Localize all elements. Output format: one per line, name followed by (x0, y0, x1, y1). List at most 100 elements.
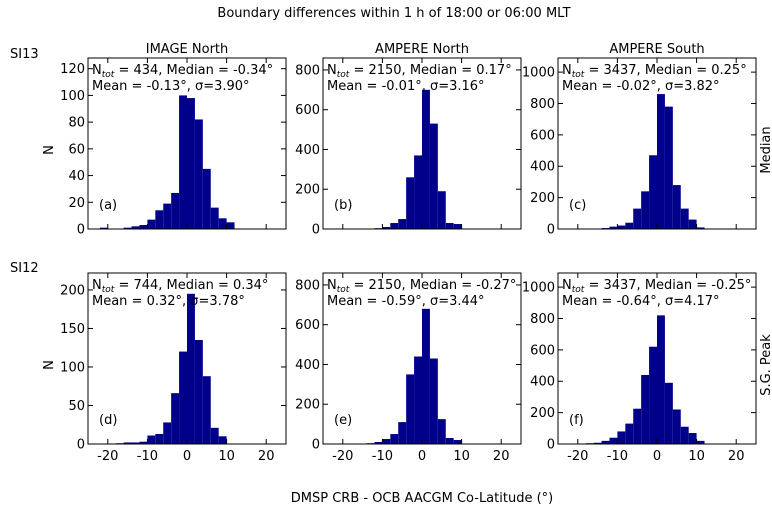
y-tick-label-b: 800 (295, 63, 320, 78)
x-tick-label-f: -20 (567, 449, 588, 464)
x-tick-label-d: -20 (97, 449, 118, 464)
bar-d-11 (202, 376, 211, 444)
bar-f-8 (649, 346, 657, 444)
bar-f-12 (680, 426, 689, 444)
bar-c-4 (625, 222, 634, 229)
y-tick-label-f: 800 (530, 312, 555, 327)
y-tick-label-a: 0 (77, 223, 85, 238)
column-title-ampere-south: AMPERE South (609, 42, 704, 57)
bar-b-10 (445, 223, 454, 229)
bar-e-8 (422, 308, 430, 444)
y-tick-label-b: 200 (295, 183, 320, 198)
y-tick-label-c: 1000 (522, 66, 555, 81)
y-tick-label-e: 800 (295, 278, 320, 293)
stats-text-d-line2: Mean = 0.32°, σ=3.78° (92, 294, 245, 309)
y-tick-label-a: 80 (68, 116, 85, 131)
bar-f-2 (601, 440, 610, 444)
bar-c-5 (633, 208, 642, 229)
bar-c-7 (649, 155, 657, 229)
histogram-panel-b: 0 200 400 600 800 (b) Ntot = 2150, Median = 0.… (295, 57, 522, 238)
y-tick-label-d: 200 (60, 283, 85, 298)
x-tick-label-d: 10 (218, 449, 235, 464)
x-tick-label-e: -10 (372, 449, 393, 464)
bar-d-8 (179, 351, 187, 444)
bar-c-12 (688, 219, 697, 229)
bar-e-6 (406, 374, 415, 444)
y-tick-label-b: 400 (295, 143, 320, 158)
bar-a-7 (163, 203, 172, 229)
bar-a-15 (226, 222, 235, 229)
bar-a-11 (194, 119, 203, 229)
bar-d-7 (171, 393, 180, 444)
stats-text-a-line1: Ntot = 434, Median = -0.34° (92, 63, 273, 80)
y-tick-label-a: 60 (68, 142, 85, 157)
bar-c-3 (617, 225, 626, 229)
bar-d-5 (155, 433, 164, 444)
stats-text-a-line2: Mean = -0.13°, σ=3.90° (92, 79, 250, 94)
bar-e-5 (398, 422, 407, 444)
bar-e-2 (374, 442, 383, 444)
bar-e-4 (390, 434, 399, 444)
bar-f-6 (633, 408, 642, 444)
y-tick-label-d: 50 (68, 399, 85, 414)
bar-d-13 (218, 436, 227, 444)
bar-f-4 (617, 431, 626, 444)
bar-e-7 (414, 356, 422, 444)
y-tick-label-a: 120 (60, 62, 85, 77)
y-tick-label-c: 800 (530, 97, 555, 112)
bar-d-3 (139, 441, 148, 444)
bar-a-12 (202, 168, 211, 229)
stats-text-c-line1: Ntot = 3437, Median = 0.25° (562, 63, 747, 80)
bar-a-0 (99, 227, 108, 229)
y-tick-label-e: 400 (295, 358, 320, 373)
x-tick-label-e: 0 (418, 449, 426, 464)
x-tick-label-d: 20 (258, 449, 275, 464)
row-label-si12: SI12 (10, 261, 39, 276)
bar-a-14 (218, 218, 227, 229)
bar-e-9 (429, 358, 438, 444)
stats-text-f-line1: Ntot = 3437, Median = -0.25° (562, 278, 751, 295)
y-tick-label-a: 100 (60, 89, 85, 104)
bar-b-8 (429, 123, 438, 229)
bar-e-10 (437, 419, 446, 444)
bar-c-13 (696, 227, 705, 229)
y-tick-label-f: 400 (530, 375, 555, 390)
y-tick-label-b: 600 (295, 103, 320, 118)
bar-a-3 (131, 226, 140, 229)
bar-f-9 (657, 315, 665, 444)
stats-text-c-line2: Mean = -0.02°, σ=3.82° (562, 79, 720, 94)
stats-text-e-line2: Mean = -0.59°, σ=3.44° (327, 294, 485, 309)
x-axis-label: DMSP CRB - OCB AACGM Co-Latitude (°) (291, 491, 553, 506)
bar-c-9 (664, 106, 673, 229)
stats-text-e-line1: Ntot = 2150, Median = -0.27° (327, 278, 516, 295)
x-tick-label-f: 0 (653, 449, 661, 464)
y-tick-label-e: 0 (312, 438, 320, 453)
bar-b-9 (437, 191, 446, 229)
bar-a-4 (139, 224, 148, 229)
bar-f-1 (593, 442, 602, 444)
bar-f-14 (696, 440, 705, 444)
y-tick-label-e: 600 (295, 318, 320, 333)
stats-text-d-line1: Ntot = 744, Median = 0.34° (92, 278, 268, 295)
bar-c-8 (657, 94, 665, 229)
bar-b-2 (382, 227, 391, 229)
panel-label-a: (a) (99, 198, 117, 213)
bar-c-10 (672, 185, 681, 229)
bar-c-6 (641, 191, 650, 229)
y-tick-label-b: 0 (312, 223, 320, 238)
stats-text-b-line1: Ntot = 2150, Median = 0.17° (327, 63, 512, 80)
y-tick-label-f: 200 (530, 406, 555, 421)
panel-label-f: (f) (569, 413, 584, 428)
stats-text-f-line2: Mean = -0.64°, σ=4.17° (562, 294, 720, 309)
bar-c-11 (680, 208, 689, 229)
row-label-si13: SI13 (10, 47, 39, 62)
bar-d-2 (131, 442, 140, 444)
bar-f-10 (664, 382, 673, 444)
figure-suptitle: Boundary differences within 1 h of 18:00… (217, 6, 570, 21)
bar-f-11 (672, 409, 681, 444)
y-axis-label-bottom: N (42, 360, 57, 370)
